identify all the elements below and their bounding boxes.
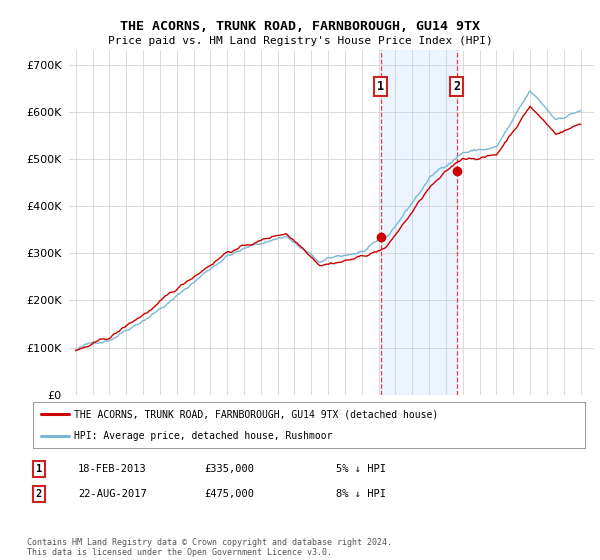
Text: HPI: Average price, detached house, Rushmoor: HPI: Average price, detached house, Rush…	[74, 431, 333, 441]
Text: THE ACORNS, TRUNK ROAD, FARNBOROUGH, GU14 9TX (detached house): THE ACORNS, TRUNK ROAD, FARNBOROUGH, GU1…	[74, 409, 439, 419]
Text: 1: 1	[36, 464, 42, 474]
Text: 5% ↓ HPI: 5% ↓ HPI	[336, 464, 386, 474]
Text: 18-FEB-2013: 18-FEB-2013	[78, 464, 147, 474]
Text: 8% ↓ HPI: 8% ↓ HPI	[336, 489, 386, 499]
Text: £475,000: £475,000	[204, 489, 254, 499]
Text: 1: 1	[377, 80, 384, 93]
Text: THE ACORNS, TRUNK ROAD, FARNBOROUGH, GU14 9TX: THE ACORNS, TRUNK ROAD, FARNBOROUGH, GU1…	[120, 20, 480, 32]
Text: 2: 2	[453, 80, 460, 93]
Text: Contains HM Land Registry data © Crown copyright and database right 2024.
This d: Contains HM Land Registry data © Crown c…	[27, 538, 392, 557]
Bar	[380, 50, 457, 395]
Text: Price paid vs. HM Land Registry's House Price Index (HPI): Price paid vs. HM Land Registry's House …	[107, 36, 493, 46]
Text: 22-AUG-2017: 22-AUG-2017	[78, 489, 147, 499]
Text: £335,000: £335,000	[204, 464, 254, 474]
Text: 2: 2	[36, 489, 42, 499]
